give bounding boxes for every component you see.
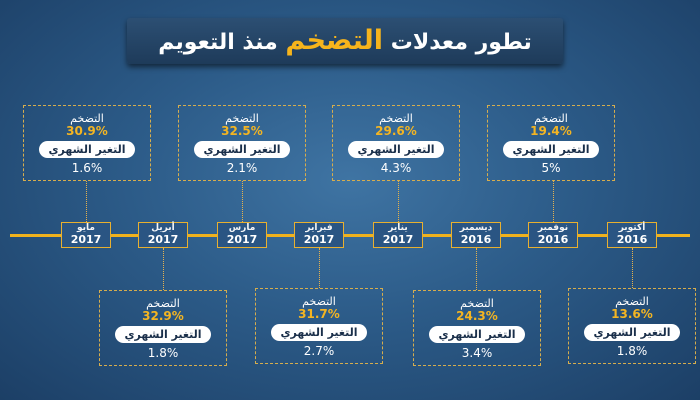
date-year: 2017 [70,233,102,246]
title-prefix: تطور معدلات [390,30,532,55]
monthly-change-label: التغير الشهري [584,324,680,341]
timeline-connector [632,248,633,288]
timeline-date: مايو 2017 [61,222,111,248]
month-card: التضخم 29.6% التغير الشهري 4.3% [332,105,460,181]
monthly-change-label: التغير الشهري [271,324,367,341]
inflation-label: التضخم [615,295,649,308]
title-highlight: التضخم [285,25,384,56]
timeline-connector [553,181,554,222]
date-month: مايو [77,223,95,233]
inflation-value: 29.6% [375,124,417,138]
monthly-change-label: التغير الشهري [348,141,444,158]
monthly-change-value: 5% [541,161,561,175]
page-title: تطور معدلات التضخم منذ التعويم [127,18,563,64]
monthly-change-value: 2.7% [303,344,335,358]
timeline-date: أبريل 2017 [138,222,188,248]
month-card: التضخم 31.7% التغير الشهري 2.7% [255,288,383,364]
timeline-connector [86,181,87,222]
date-month: يناير [388,223,408,233]
date-year: 2017 [382,233,414,246]
month-card: التضخم 30.9% التغير الشهري 1.6% [23,105,151,181]
inflation-label: التضخم [225,112,259,125]
month-card: التضخم 13.6% التغير الشهري 1.8% [568,288,696,364]
timeline-axis [10,234,690,237]
timeline-date: مارس 2017 [217,222,267,248]
date-month: أكتوبر [618,223,646,233]
inflation-value: 32.5% [221,124,263,138]
timeline-date: نوفمبر 2016 [528,222,578,248]
date-month: ديسمبر [459,223,493,233]
date-month: مارس [228,223,256,233]
inflation-label: التضخم [460,297,494,310]
monthly-change-value: 1.8% [147,346,179,360]
monthly-change-value: 3.4% [461,346,493,360]
inflation-value: 24.3% [456,309,498,323]
inflation-label: التضخم [534,112,568,125]
monthly-change-label: التغير الشهري [194,141,290,158]
monthly-change-value: 2.1% [226,161,258,175]
inflation-value: 19.4% [530,124,572,138]
inflation-value: 32.9% [142,309,184,323]
month-card: التضخم 32.9% التغير الشهري 1.8% [99,290,227,366]
title-suffix: منذ التعويم [158,30,278,55]
monthly-change-value: 1.8% [616,344,648,358]
timeline-connector [476,248,477,290]
monthly-change-label: التغير الشهري [39,141,135,158]
timeline-date: ديسمبر 2016 [451,222,501,248]
monthly-change-label: التغير الشهري [115,326,211,343]
timeline-connector [319,248,320,288]
inflation-value: 13.6% [611,307,653,321]
month-card: التضخم 24.3% التغير الشهري 3.4% [413,290,541,366]
timeline-date: فبراير 2017 [294,222,344,248]
timeline-connector [163,248,164,290]
inflation-label: التضخم [70,112,104,125]
date-year: 2016 [460,233,492,246]
inflation-value: 30.9% [66,124,108,138]
date-month: أبريل [151,223,175,233]
timeline-connector [398,181,399,222]
inflation-label: التضخم [146,297,180,310]
monthly-change-value: 1.6% [71,161,103,175]
month-card: التضخم 32.5% التغير الشهري 2.1% [178,105,306,181]
monthly-change-value: 4.3% [380,161,412,175]
date-month: نوفمبر [537,223,569,233]
date-year: 2016 [537,233,569,246]
date-year: 2017 [147,233,179,246]
month-card: التضخم 19.4% التغير الشهري 5% [487,105,615,181]
timeline-connector [242,181,243,222]
date-month: فبراير [305,223,333,233]
inflation-value: 31.7% [298,307,340,321]
timeline-date: يناير 2017 [373,222,423,248]
date-year: 2017 [226,233,258,246]
monthly-change-label: التغير الشهري [503,141,599,158]
date-year: 2016 [616,233,648,246]
inflation-label: التضخم [302,295,336,308]
date-year: 2017 [303,233,335,246]
inflation-label: التضخم [379,112,413,125]
monthly-change-label: التغير الشهري [429,326,525,343]
timeline-date: أكتوبر 2016 [607,222,657,248]
